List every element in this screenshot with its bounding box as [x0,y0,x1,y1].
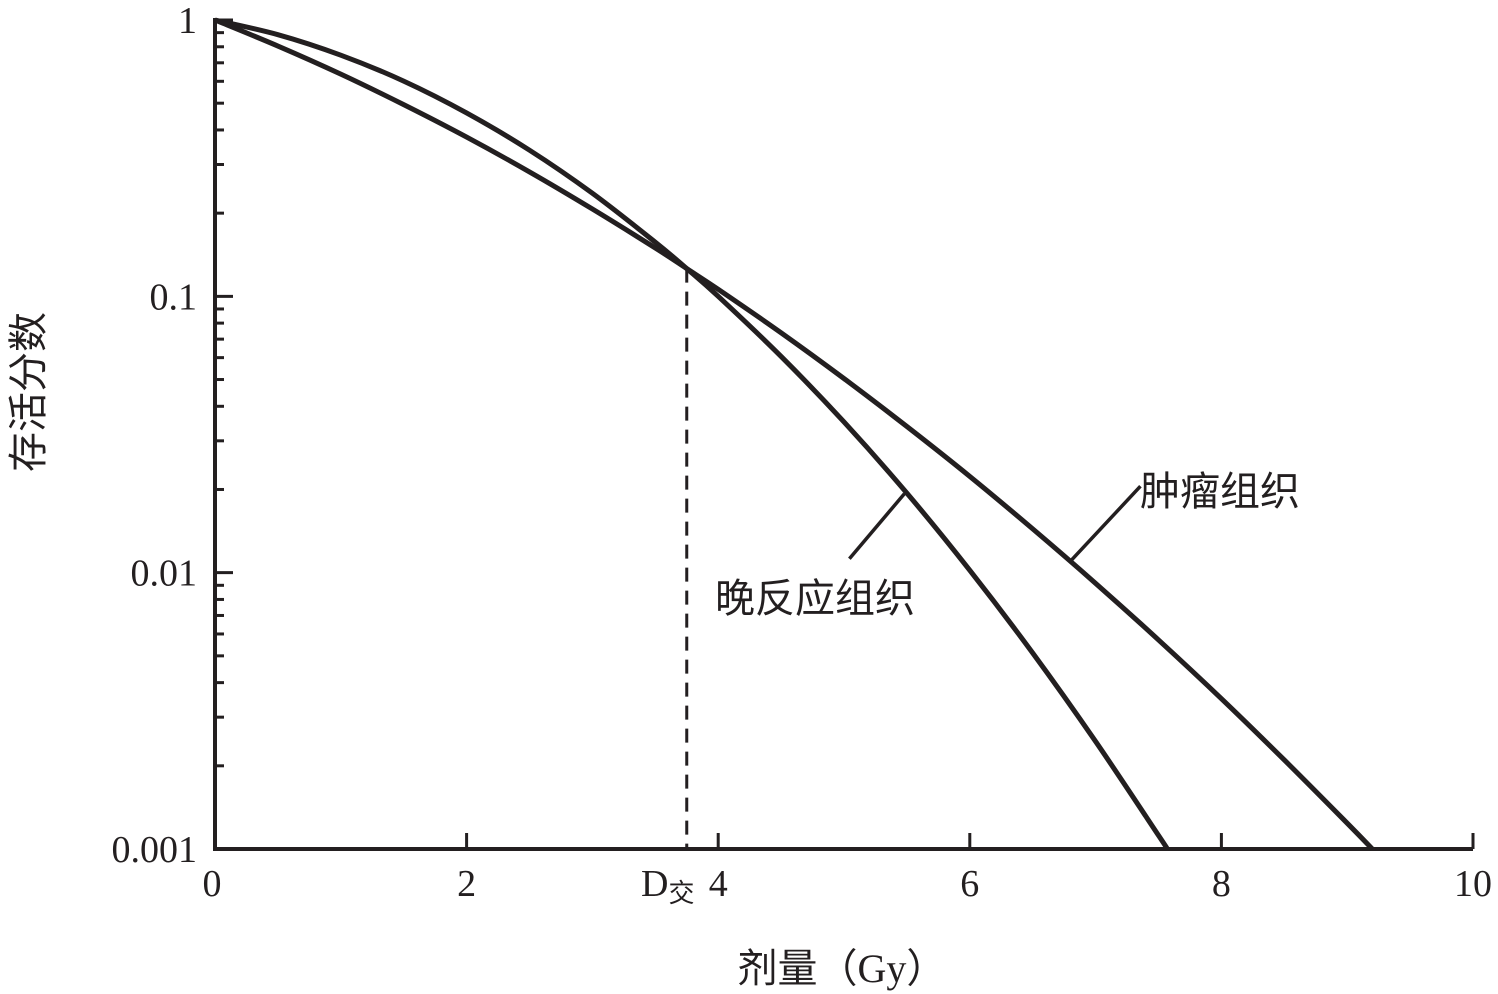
series-label-late: 晚反应组织 [715,576,915,621]
series-label-tumor: 肿瘤组织 [1140,469,1300,514]
y-tick-label: 1 [178,0,197,42]
series-line-tumor [214,17,1375,851]
series [214,17,1375,851]
x-tick-label: 6 [960,863,979,905]
crossover-label-sub: 交 [668,879,694,908]
y-tick-label: 0.01 [131,553,198,595]
crossover-label-main: D [641,863,668,905]
y-tick-label: 0.001 [112,829,198,871]
x-tick-label: 8 [1212,863,1231,905]
y-axis-label: 存活分数 [6,312,51,472]
x-tick-label: 2 [457,863,476,905]
series-leader-line [848,492,906,560]
axes [213,18,1473,851]
y-tick-label: 0.1 [150,276,198,318]
crossover-tick-label: D交 [641,863,694,908]
x-tick-label: 10 [1454,863,1492,905]
x-axis-label: 剂量（Gy） [738,946,947,991]
x-tick-label: 4 [709,863,728,905]
series-leader-line [1069,485,1142,563]
series-line-late-reacting [214,17,1170,851]
x-tick-label: 0 [203,863,222,905]
